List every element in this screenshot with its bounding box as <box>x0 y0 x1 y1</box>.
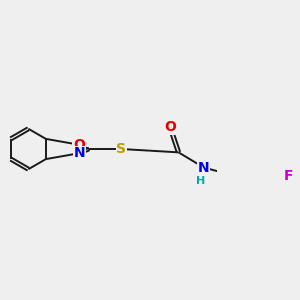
Text: H: H <box>196 176 206 186</box>
Text: O: O <box>164 120 176 134</box>
Text: N: N <box>198 160 210 175</box>
Text: O: O <box>73 138 85 152</box>
Text: N: N <box>73 146 85 160</box>
Text: S: S <box>116 142 126 156</box>
Text: F: F <box>284 169 293 183</box>
